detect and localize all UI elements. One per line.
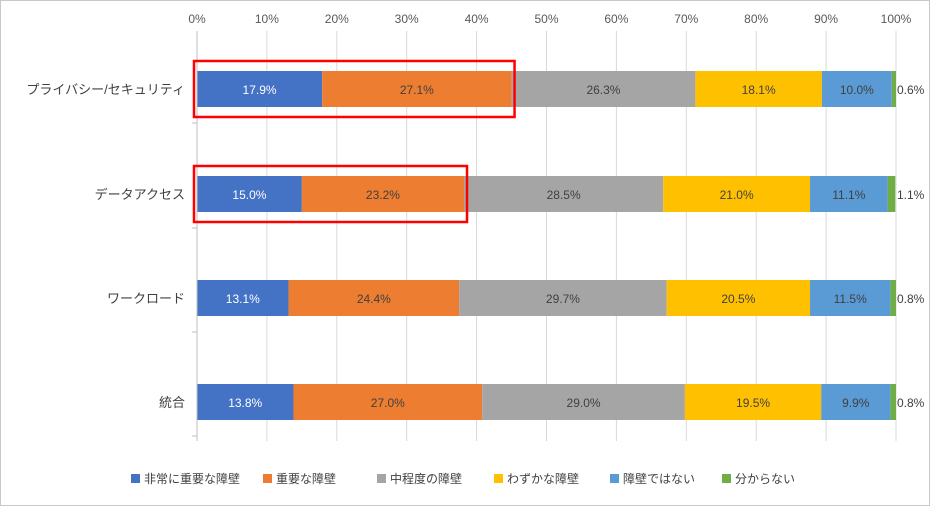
data-label: 29.7%	[546, 292, 580, 306]
data-label: 9.9%	[842, 396, 870, 410]
highlight-box	[192, 59, 516, 119]
data-labels: 17.9% 27.1% 26.3% 18.1% 10.0% 0.6% 15.0% 23.2% 2…	[226, 83, 925, 410]
legend-swatch-4	[610, 474, 619, 483]
highlight-box	[192, 164, 469, 224]
bar-segment-0	[197, 280, 289, 316]
data-label: 18.1%	[742, 83, 776, 97]
data-label: 0.6%	[897, 83, 925, 97]
legend-swatch-3	[494, 474, 503, 483]
data-label: 21.0%	[720, 188, 754, 202]
data-label: 27.1%	[400, 83, 434, 97]
data-label: 10.0%	[840, 83, 874, 97]
legend-entry: 分からない	[735, 472, 795, 486]
legend-swatch-5	[722, 474, 731, 483]
legend-entry: 重要な障壁	[276, 471, 336, 486]
data-label: 15.0%	[232, 188, 266, 202]
legend-entry: 障壁ではない	[623, 471, 695, 486]
x-tick-label: 20%	[325, 12, 349, 26]
data-label: 0.8%	[897, 292, 925, 306]
bar-segment-1	[288, 280, 460, 316]
bar-segment-1	[322, 71, 512, 107]
x-tick-label: 70%	[674, 12, 698, 26]
category-label: プライバシー/セキュリティ	[26, 82, 185, 97]
x-tick-label: 100%	[881, 12, 912, 26]
x-tick-label: 50%	[534, 12, 558, 26]
x-tick-label: 0%	[188, 12, 206, 26]
highlight-boxes	[192, 59, 516, 224]
x-tick-label: 80%	[744, 12, 768, 26]
bar-segment-1	[301, 176, 465, 212]
bar-segment-4	[821, 71, 892, 107]
data-label: 20.5%	[721, 292, 755, 306]
bar-segment-2	[464, 176, 664, 212]
bar-segment-1	[293, 384, 483, 420]
category-label: ワークロード	[107, 291, 185, 306]
category-label: データアクセス	[95, 187, 185, 202]
bar-segment-0	[197, 71, 323, 107]
x-tick-label: 90%	[814, 12, 838, 26]
data-label: 27.0%	[371, 396, 405, 410]
bar-segment-5	[890, 384, 896, 420]
data-label: 11.1%	[832, 188, 865, 202]
bar-segment-3	[684, 384, 822, 420]
data-label: 23.2%	[366, 188, 400, 202]
bar-segment-4	[821, 384, 891, 420]
legend-entry: 非常に重要な障壁	[144, 471, 240, 486]
bars	[197, 71, 896, 420]
bar-segment-3	[666, 280, 811, 316]
bar-segment-2	[459, 280, 667, 316]
legend-swatch-2	[377, 474, 386, 483]
legend-swatch-1	[263, 474, 272, 483]
data-label: 19.5%	[736, 396, 770, 410]
x-tick-label: 30%	[395, 12, 419, 26]
bar-segment-5	[891, 71, 896, 107]
data-label: 26.3%	[586, 83, 620, 97]
x-axis-tick-labels: 0% 10% 20% 30% 40% 50% 60% 70% 80% 90% 100%	[188, 12, 911, 26]
data-label: 13.1%	[226, 292, 260, 306]
data-label: 29.0%	[567, 396, 601, 410]
legend-swatch-0	[131, 474, 140, 483]
data-label: 1.1%	[897, 188, 925, 202]
data-label: 28.5%	[547, 188, 581, 202]
bar-segment-3	[695, 71, 822, 107]
bar-segment-2	[511, 71, 696, 107]
x-tick-label: 40%	[465, 12, 489, 26]
data-label: 13.8%	[228, 396, 262, 410]
bar-segment-0	[197, 176, 302, 212]
legend-entry: わずかな障壁	[507, 471, 579, 486]
bar-segment-5	[890, 280, 896, 316]
x-tick-label: 60%	[604, 12, 628, 26]
bar-segment-4	[810, 280, 891, 316]
legend-entry: 中程度の障壁	[390, 471, 462, 486]
x-tick-label: 10%	[255, 12, 279, 26]
bar-segment-0	[197, 384, 294, 420]
data-label: 24.4%	[357, 292, 391, 306]
data-label: 17.9%	[243, 83, 277, 97]
legend: 非常に重要な障壁 重要な障壁 中程度の障壁 わずかな障壁 障壁ではない 分からない	[131, 471, 795, 486]
data-label: 11.5%	[834, 292, 867, 306]
bar-segment-2	[482, 384, 685, 420]
category-label: 統合	[159, 395, 185, 410]
bar-segment-3	[663, 176, 811, 212]
bar-segment-5	[887, 176, 896, 212]
bar-segment-4	[810, 176, 888, 212]
data-label: 0.8%	[897, 396, 925, 410]
